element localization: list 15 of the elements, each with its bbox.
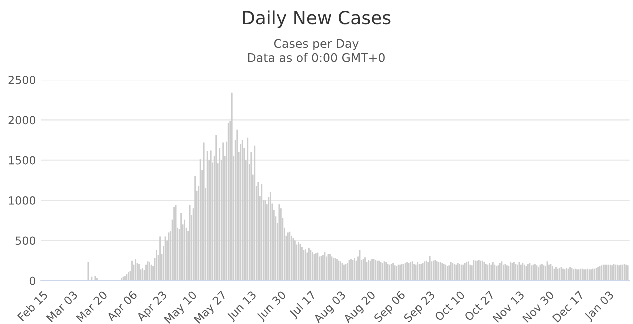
x-tick-label: Jun 30	[256, 290, 288, 323]
y-tick-label: 0	[30, 276, 36, 286]
chart-subtitle: Cases per Day Data as of 0:00 GMT+0	[248, 39, 385, 62]
y-tick-label: 1000	[9, 196, 36, 205]
x-tick-label: Apr 06	[106, 290, 140, 324]
y-tick-label: 1500	[9, 156, 36, 165]
y-tick-label: 500	[16, 236, 36, 246]
x-tick-label: Mar 20	[76, 290, 108, 323]
chart-title: Daily New Cases	[243, 10, 391, 28]
x-tick-label: Jan 03	[584, 290, 616, 322]
x-tick-label: Dec 17	[552, 290, 584, 323]
x-tick-label: Oct 10	[434, 290, 466, 322]
y-tick-label: 2500	[8, 76, 36, 84]
x-tick-label: Jun 13	[226, 290, 258, 323]
y-tick-label: 2000	[8, 116, 36, 125]
